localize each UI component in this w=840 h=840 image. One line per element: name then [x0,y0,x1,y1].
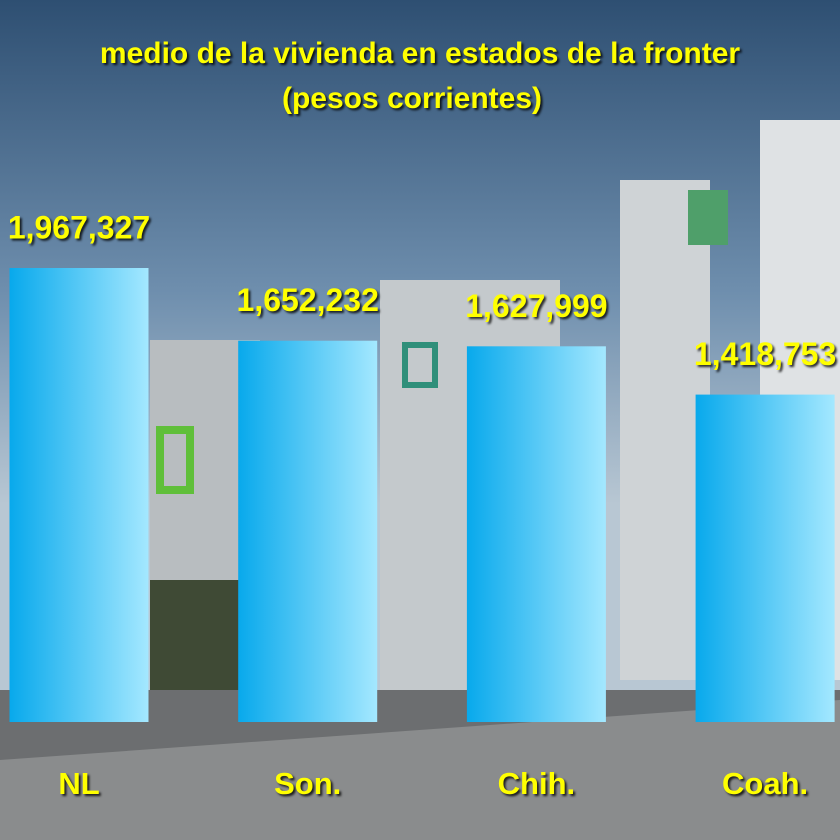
value-label: 1,652,232 [237,282,379,318]
x-tick-label: Son. [274,766,341,801]
value-label: 1,418,753 [694,336,836,372]
chart-title: medio de la vivienda en estados de la fr… [100,37,741,70]
value-label: 1,967,327 [8,209,150,245]
x-tick-label: Chih. [498,766,576,801]
chart-subtitle: (pesos corrientes) [282,82,542,115]
bar [238,340,378,722]
x-tick-label: NL [58,766,99,801]
bar [466,346,606,722]
value-label: 1,627,999 [465,288,607,324]
bar [9,268,149,722]
x-tick-label: Coah. [722,766,808,801]
bar [695,394,835,722]
